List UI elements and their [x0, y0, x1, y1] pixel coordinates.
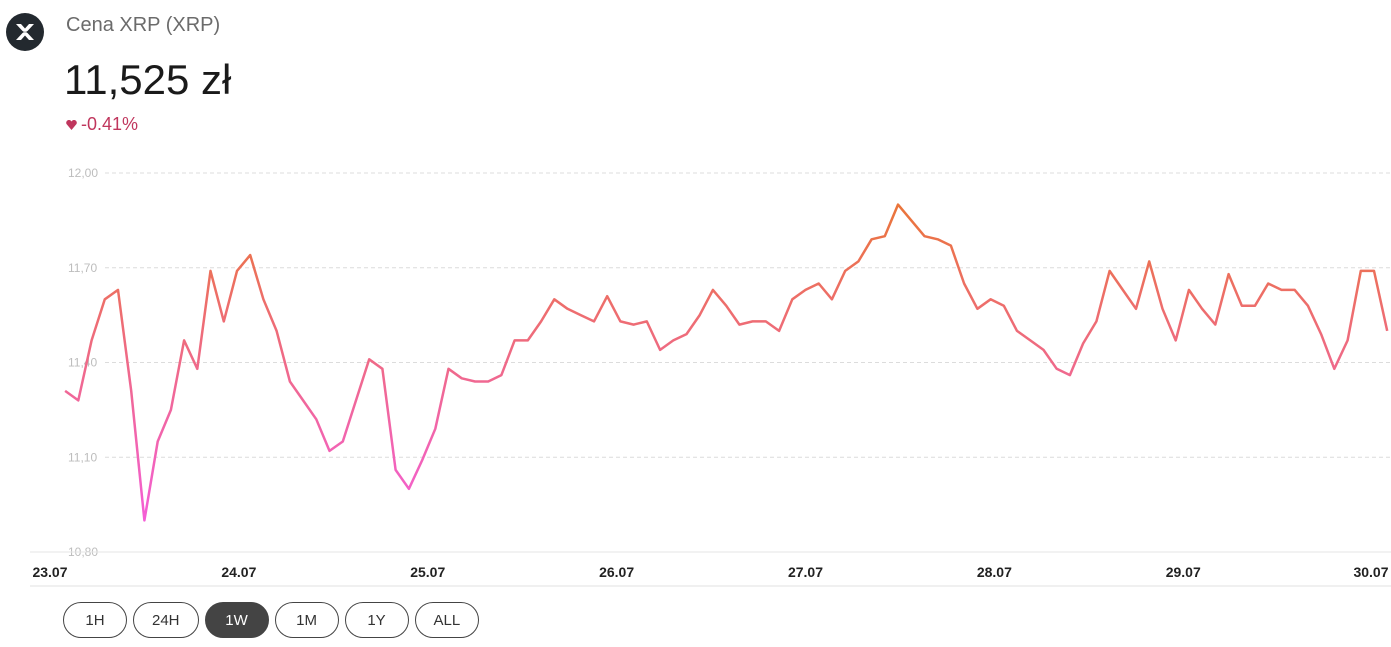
- range-button[interactable]: 1H: [63, 602, 127, 638]
- x-tick-label: 26.07: [599, 564, 634, 580]
- x-tick-label: 24.07: [221, 564, 256, 580]
- range-button[interactable]: 1Y: [344, 602, 409, 638]
- asset-title: Cena XRP (XRP): [66, 14, 221, 36]
- down-icon: [66, 119, 77, 130]
- y-tick-label: 11,70: [68, 261, 97, 275]
- change-value: -0.41%: [81, 114, 139, 134]
- y-tick-label: 11,40: [68, 356, 97, 370]
- range-selector: 1H 24H 1W 1M 1Y ALL: [63, 602, 480, 638]
- y-tick-label: 12,00: [68, 166, 98, 180]
- x-tick-label: 25.07: [410, 564, 445, 580]
- range-button[interactable]: 1M: [274, 602, 339, 638]
- range-button[interactable]: 24H: [133, 602, 199, 638]
- price: 11,525 zł: [64, 56, 232, 103]
- x-tick-label: 30.07: [1353, 564, 1388, 580]
- x-tick-label: 23.07: [32, 564, 67, 580]
- price-change: -0.41%: [66, 114, 138, 135]
- x-tick-label: 28.07: [977, 564, 1012, 580]
- range-button[interactable]: ALL: [414, 602, 480, 638]
- x-tick-label: 29.07: [1166, 564, 1201, 580]
- price-line: [64, 203, 1389, 522]
- range-button[interactable]: 1W: [204, 602, 269, 638]
- x-tick-label: 27.07: [788, 564, 823, 580]
- coin-icon: [6, 13, 44, 51]
- y-tick-label: 11,10: [68, 450, 97, 464]
